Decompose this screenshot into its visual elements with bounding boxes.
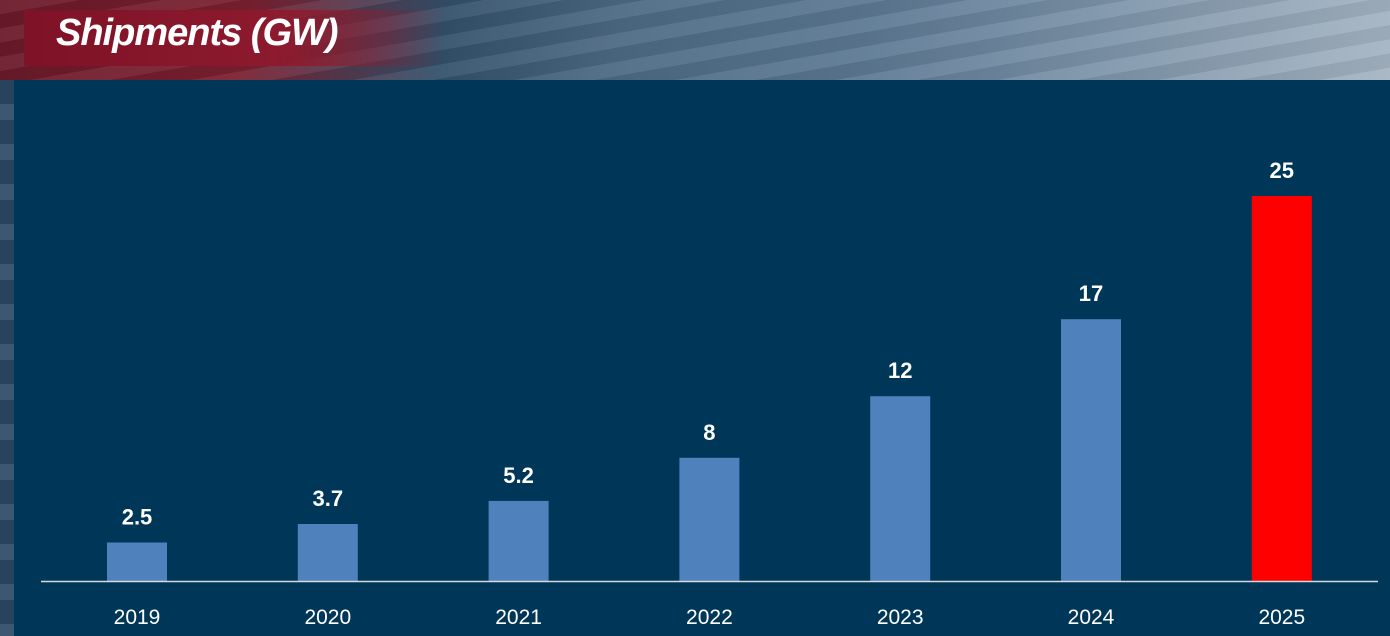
value-label-2020: 3.7 (313, 486, 344, 511)
x-tick-label-2025: 2025 (1258, 606, 1305, 629)
value-label-2023: 12 (888, 358, 912, 383)
x-tick-labels-group: 2019 2020 2021 2022 2023 2024 2025 (114, 606, 1306, 629)
x-tick-label-2022: 2022 (686, 606, 733, 629)
x-tick-label-2024: 2024 (1068, 606, 1115, 629)
chart-title: Shipments (GW) (56, 12, 339, 54)
bar-2022 (679, 457, 740, 581)
x-tick-label-2021: 2021 (495, 606, 542, 629)
bar-2021 (488, 500, 549, 581)
x-tick-label-2020: 2020 (304, 606, 351, 629)
bar-2020 (297, 524, 358, 581)
value-label-2025: 25 (1270, 158, 1294, 183)
x-tick-label-2023: 2023 (877, 606, 924, 629)
value-label-2022: 8 (703, 420, 715, 445)
bar-2023 (870, 396, 931, 581)
title-band (24, 10, 444, 66)
value-label-2019: 2.5 (122, 505, 153, 530)
background-photo-edge (0, 80, 14, 636)
bar-2019 (107, 542, 167, 581)
x-tick-label-2019: 2019 (114, 606, 161, 629)
value-labels-group: 2.5 3.7 5.2 8 12 17 25 (122, 158, 1294, 530)
bar-2024 (1061, 319, 1121, 581)
value-label-2021: 5.2 (503, 463, 534, 488)
value-label-2024: 17 (1079, 281, 1103, 306)
bars-group (107, 196, 1312, 581)
bar-2025 (1251, 196, 1312, 581)
